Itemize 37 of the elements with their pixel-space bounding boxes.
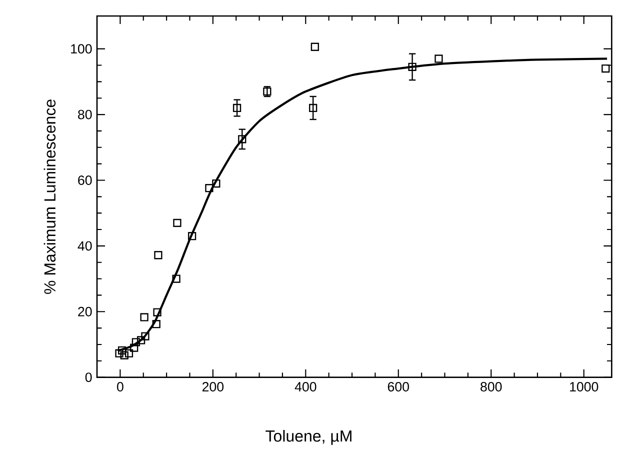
y-tick-label: 100 <box>71 44 92 54</box>
point <box>434 54 443 63</box>
point <box>309 104 318 112</box>
x-axis-title: Toluene, µM <box>266 430 352 445</box>
y-tick-label: 60 <box>78 176 92 185</box>
x-tick-label: 600 <box>388 382 409 392</box>
point <box>136 336 146 344</box>
point <box>152 320 160 328</box>
point <box>205 184 214 192</box>
y-axis-title: % Maximum Luminescence <box>44 100 56 294</box>
x-tick-label: 1000 <box>570 382 598 392</box>
y-tick-label: 0 <box>85 372 92 382</box>
point <box>238 135 246 144</box>
point <box>115 349 124 358</box>
x-tick-label: 0 <box>117 382 124 392</box>
point <box>154 251 162 260</box>
point <box>188 232 196 240</box>
point <box>130 344 138 352</box>
point <box>310 42 319 51</box>
point <box>408 62 416 71</box>
point <box>173 218 182 227</box>
point <box>140 313 148 322</box>
point <box>141 332 150 340</box>
y-tick-label: 20 <box>78 306 92 316</box>
point <box>232 104 242 112</box>
point <box>120 351 128 360</box>
x-tick-label: 200 <box>202 382 224 392</box>
x-tick-label: 400 <box>294 382 316 392</box>
point <box>153 308 162 316</box>
point <box>172 274 180 283</box>
x-tick-label: 800 <box>480 382 502 392</box>
y-tick-label: 40 <box>78 241 92 251</box>
y-tick-label: 80 <box>78 110 92 120</box>
point <box>212 179 220 188</box>
point <box>132 338 140 346</box>
point <box>602 64 610 73</box>
point <box>124 349 134 358</box>
